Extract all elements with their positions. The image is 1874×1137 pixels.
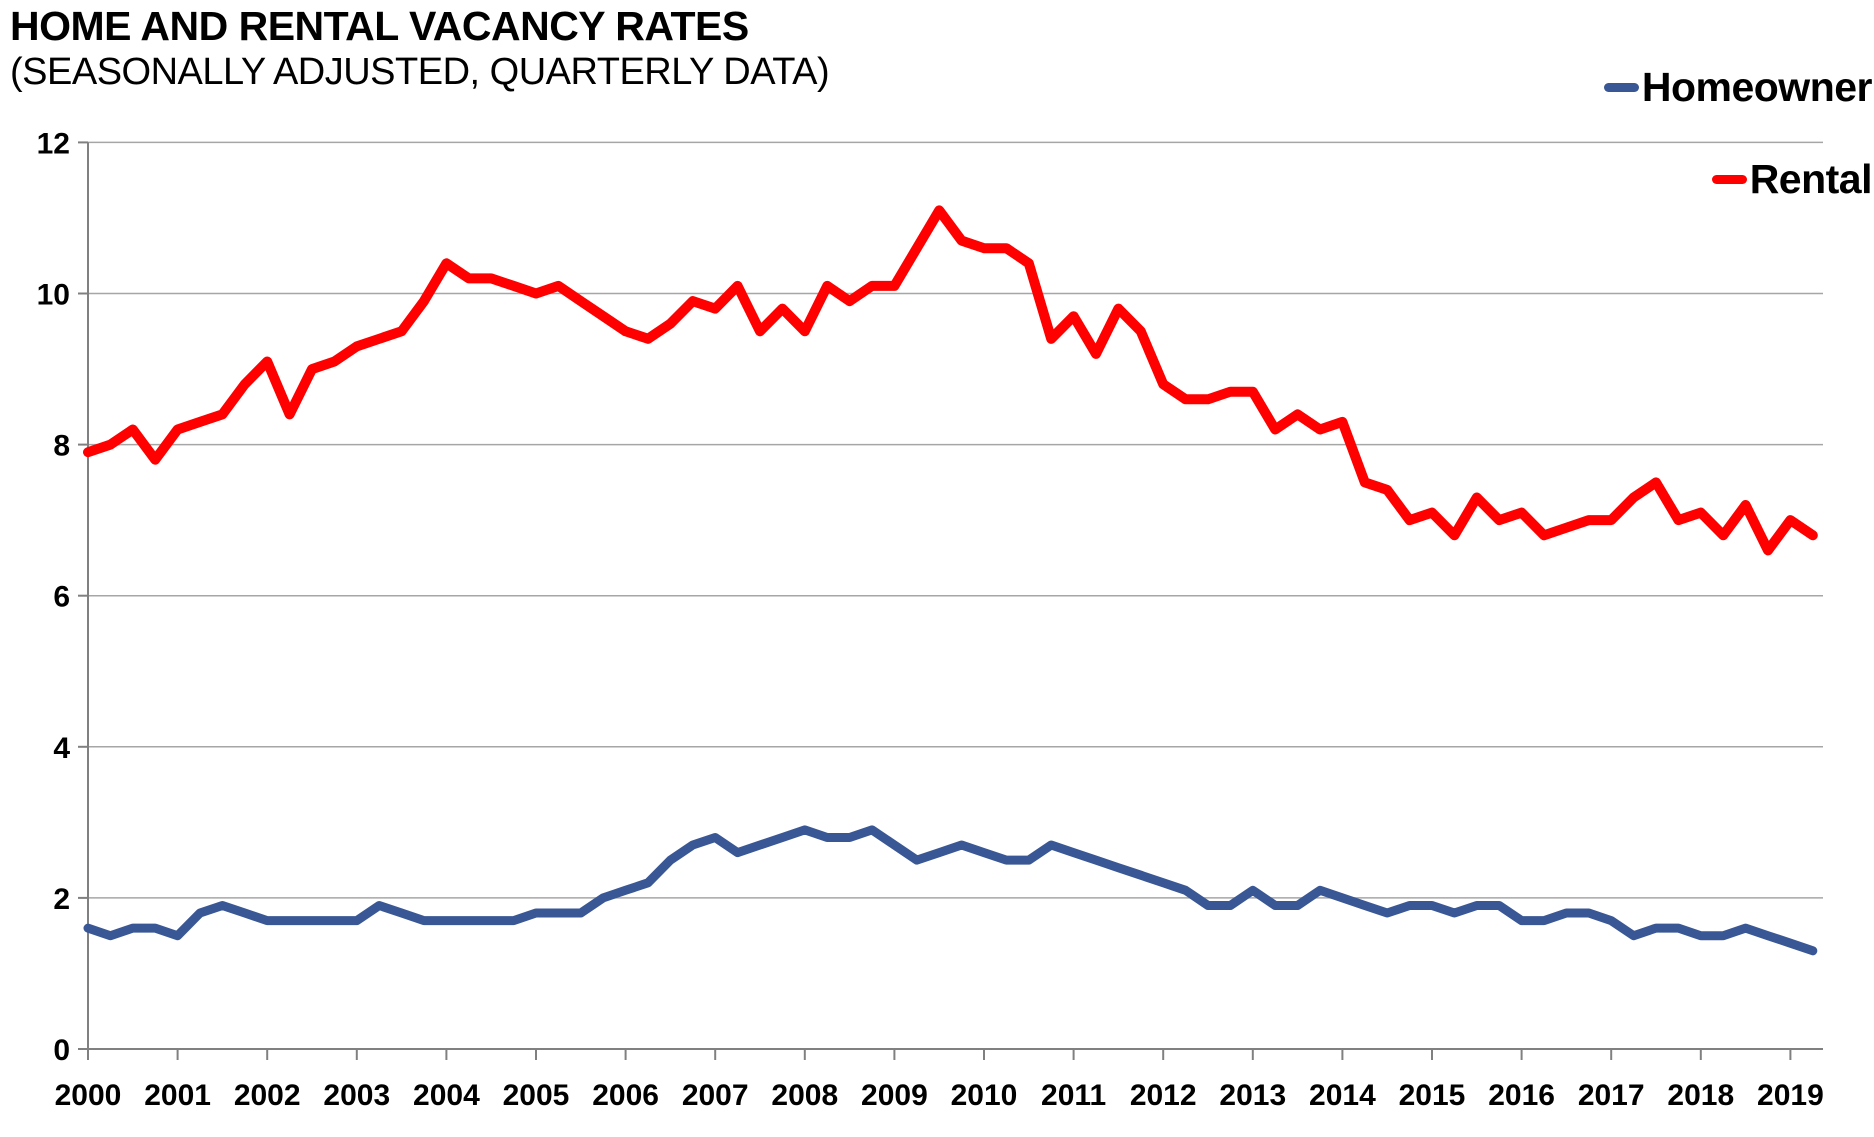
- x-tick-label-2011: 2011: [1041, 1079, 1106, 1112]
- x-tick-label-2014: 2014: [1309, 1079, 1376, 1112]
- x-tick-label-2001: 2001: [144, 1079, 211, 1112]
- rental-line-swatch: [1711, 174, 1747, 184]
- x-tick-label-2013: 2013: [1219, 1079, 1286, 1112]
- x-tick-label-2002: 2002: [234, 1079, 301, 1112]
- chart-title: HOME AND RENTAL VACANCY RATES: [10, 3, 749, 49]
- x-tick-label-2009: 2009: [861, 1079, 928, 1112]
- y-tick-label-4: 4: [53, 732, 70, 765]
- homeowner-line-swatch: [1603, 82, 1639, 92]
- x-tick-label-2019: 2019: [1757, 1079, 1824, 1112]
- y-tick-label-0: 0: [53, 1034, 70, 1067]
- x-tick-label-2004: 2004: [413, 1079, 480, 1112]
- x-tick-label-2003: 2003: [323, 1079, 390, 1112]
- x-tick-label-2000: 2000: [55, 1079, 122, 1112]
- x-tick-label-2005: 2005: [503, 1079, 570, 1112]
- rental-line: [83, 205, 1818, 556]
- x-tick-label-2007: 2007: [682, 1079, 749, 1112]
- x-tick-label-2006: 2006: [592, 1079, 659, 1112]
- title-block: HOME AND RENTAL VACANCY RATES (SEASONALL…: [10, 3, 830, 95]
- chart-subtitle: (SEASONALLY ADJUSTED, QUARTERLY DATA): [10, 50, 830, 93]
- x-tick-label-2017: 2017: [1578, 1079, 1645, 1112]
- x-tick-label-2012: 2012: [1130, 1079, 1197, 1112]
- legend-item-homeowner: Homeowner: [1603, 62, 1873, 112]
- y-tick-label-12: 12: [37, 127, 70, 160]
- x-tick-label-2015: 2015: [1399, 1079, 1466, 1112]
- x-tick-label-2018: 2018: [1667, 1079, 1734, 1112]
- y-tick-label-8: 8: [53, 430, 70, 463]
- chart-legend: Homeowner Rental: [1603, 62, 1873, 204]
- legend-item-rental: Rental: [1604, 154, 1873, 204]
- legend-label-homeowner: Homeowner: [1641, 63, 1873, 110]
- y-tick-label-2: 2: [53, 883, 70, 916]
- x-tick-label-2010: 2010: [951, 1079, 1018, 1112]
- x-tick-label-2008: 2008: [771, 1079, 838, 1112]
- homeowner-line: [83, 825, 1818, 956]
- x-tick-label-2016: 2016: [1488, 1079, 1555, 1112]
- y-tick-label-10: 10: [37, 279, 70, 312]
- y-tick-label-6: 6: [53, 581, 70, 614]
- legend-label-rental: Rental: [1749, 155, 1873, 202]
